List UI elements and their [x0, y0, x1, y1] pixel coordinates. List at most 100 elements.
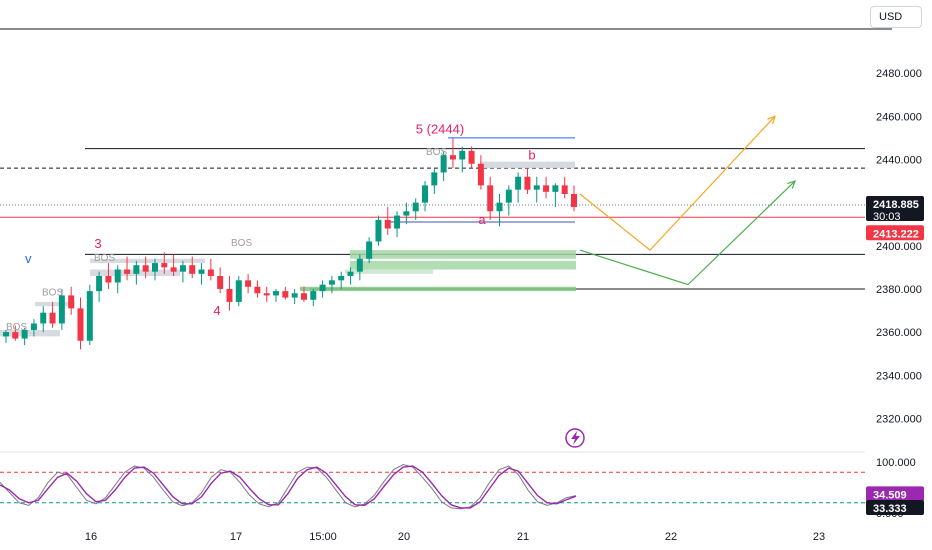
candle-body	[179, 265, 186, 272]
candle-body	[263, 293, 270, 296]
candle-body	[477, 163, 484, 186]
candle-body	[245, 280, 252, 287]
stoch-d-tag-text: 33.333	[873, 503, 907, 515]
marker-label: v	[25, 251, 32, 266]
stochastic-panel: 100.0000.000	[0, 451, 916, 520]
zone-block	[0, 329, 60, 337]
candles	[3, 137, 577, 350]
candle-body	[124, 269, 131, 274]
candle-body	[226, 288, 233, 302]
candle-body	[571, 194, 577, 207]
candle-body	[375, 219, 382, 242]
candle-body	[3, 332, 9, 337]
stoch-k-tag-text: 34.509	[873, 489, 907, 501]
marked-price-tag-text: 2413.222	[873, 228, 919, 240]
bos-label: BOS	[42, 287, 63, 298]
candle-body	[505, 189, 512, 203]
zone-block	[90, 258, 205, 264]
zone-block	[300, 286, 576, 292]
candle-body	[235, 280, 242, 302]
candle-body	[217, 276, 224, 289]
time-tick-label: 23	[813, 531, 825, 543]
candle-body	[384, 219, 391, 229]
candle-body	[356, 258, 363, 272]
candle-body	[68, 295, 75, 309]
lightning-icon[interactable]	[565, 428, 585, 448]
wave-label: 4	[213, 303, 220, 318]
time-tick-label: 17	[230, 531, 242, 543]
current-price-tag-text: 30:03	[873, 211, 901, 223]
time-axis[interactable]: 16 17 15:00 20 21 22 23	[85, 531, 825, 543]
green-projection-path[interactable]	[579, 180, 796, 286]
wave-label: b	[528, 147, 535, 162]
candle-body	[431, 172, 438, 186]
candle-body	[449, 155, 456, 160]
orange-arrow-head	[767, 115, 776, 125]
candle-body	[96, 276, 103, 292]
candle-body	[105, 276, 112, 283]
stoch-d-line	[0, 464, 577, 510]
price-tick-label: 2360.000	[876, 327, 922, 339]
green-arrow-head	[787, 180, 796, 189]
bos-label: BOS	[426, 147, 447, 158]
candle-body	[533, 185, 540, 190]
candle-body	[198, 269, 205, 274]
candle-body	[496, 202, 503, 212]
time-tick-label: 20	[398, 531, 410, 543]
candle-body	[170, 267, 177, 272]
stoch-k-tag	[866, 486, 924, 502]
candle-body	[40, 312, 47, 324]
price-tick-label: 2340.000	[876, 370, 922, 382]
price-axis[interactable]: 2320.000 2340.000 2360.000 2380.000 2400.000…	[876, 68, 922, 425]
zone-block	[350, 250, 576, 259]
candle-body	[403, 211, 410, 216]
candle-body	[310, 291, 317, 300]
candle-body	[422, 185, 429, 203]
candle-body	[347, 271, 354, 276]
stoch-k-line	[0, 465, 577, 509]
bos-label: BOS	[94, 253, 115, 264]
candle-body	[487, 185, 494, 212]
price-tick-label: 2320.000	[876, 413, 922, 425]
candle-body	[328, 280, 335, 285]
zone-block	[35, 301, 75, 307]
candle-body	[133, 265, 140, 274]
zone-block	[350, 260, 576, 270]
candle-body	[515, 176, 522, 190]
price-tick-label: 2460.000	[876, 111, 922, 123]
bos-label: BOS	[6, 322, 27, 333]
candle-body	[300, 293, 307, 300]
orange-projection-path[interactable]	[579, 115, 776, 251]
time-tick-label: 16	[85, 531, 97, 543]
currency-button[interactable]: USD	[870, 6, 922, 28]
candle-body	[86, 291, 93, 341]
candle-body	[468, 150, 475, 164]
candle-body	[394, 215, 401, 229]
time-tick-label: 21	[517, 531, 529, 543]
candle-body	[366, 241, 373, 259]
stoch-tick-label: 100.000	[876, 457, 916, 469]
wave-label: 3	[94, 236, 101, 251]
candle-body	[12, 332, 19, 339]
bos-label: BOS	[231, 238, 252, 249]
price-tick-label: 2480.000	[876, 68, 922, 80]
candle-body	[30, 323, 37, 330]
current-price-tag	[866, 196, 924, 222]
candle-body	[561, 185, 568, 194]
projection-paths	[579, 115, 796, 286]
time-tick-label: 22	[665, 531, 677, 543]
candle-body	[543, 185, 550, 192]
marked-price-tag	[866, 225, 924, 241]
time-tick-label: 15:00	[309, 531, 337, 543]
candle-body	[412, 202, 419, 212]
candle-body	[282, 291, 289, 298]
candle-body	[21, 329, 28, 339]
candle-body	[49, 312, 56, 324]
candle-body	[440, 155, 447, 173]
zone-block	[480, 161, 575, 169]
candle-body	[114, 269, 121, 283]
price-tick-label: 2440.000	[876, 154, 922, 166]
candle-body	[254, 286, 261, 294]
